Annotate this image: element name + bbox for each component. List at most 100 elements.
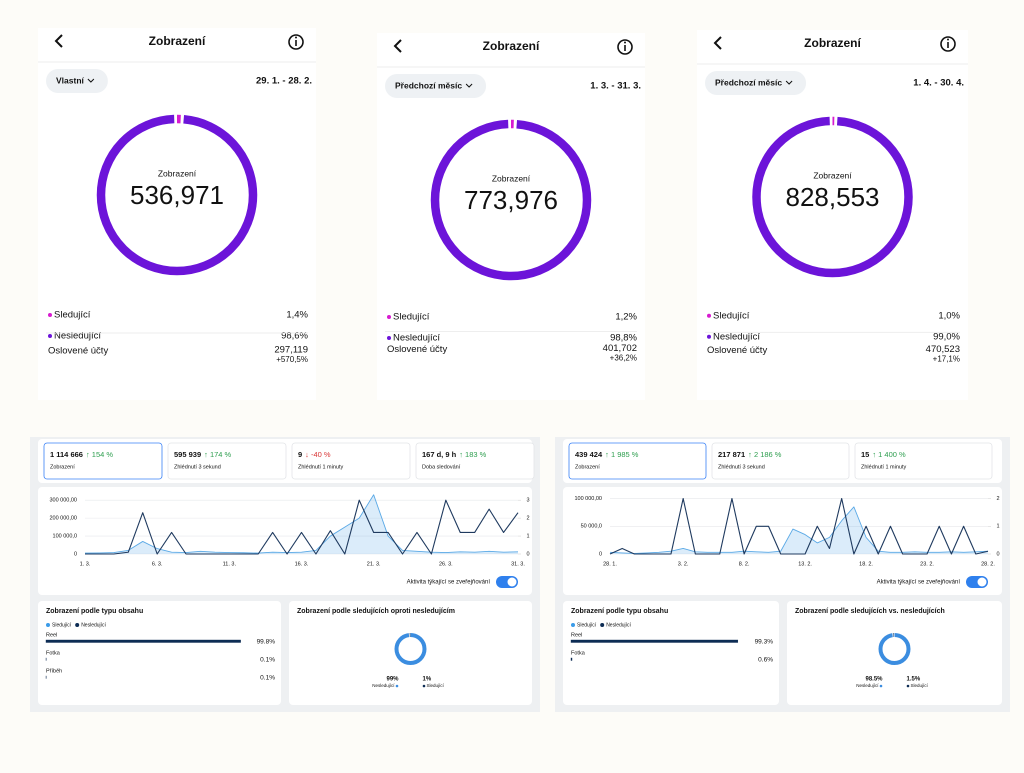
segment-percent: 1.5% [907,677,921,683]
legend-name: Sledující [54,310,91,321]
legend-name: Nesledující [393,333,440,344]
kpi-label: Zhlédnutí 1 minuty [861,464,906,470]
reach-value: 297,119 [274,345,308,356]
row-name: Příběh [46,668,62,674]
content-card [38,601,281,705]
reach-value: 401,702 [603,343,637,354]
kpi-card[interactable] [168,443,286,479]
x-tick-label: 28. 2. [981,561,995,567]
row-percent: 99.3% [755,639,774,646]
legend-name: Sledující [713,310,750,321]
row-name: Reel [571,632,582,638]
legend-name: Nesledující [713,331,760,342]
legend-name: Nesledující [81,622,106,628]
panel-title: Zobrazení [804,36,861,50]
card-title: Zobrazení podle sledujících oproti nesle… [297,608,455,615]
segment-name: Sledující [427,683,445,688]
segment-name: Sledující [911,683,929,688]
segment-percent: 99% [386,677,399,683]
period-label: Předchozí měsíc [395,80,462,90]
donut-label: Zobrazení [492,173,531,183]
kpi-card[interactable] [44,443,162,479]
date-range: 1. 4. - 30. 4. [913,78,964,89]
kpi-value: 1 114 666 [50,450,83,459]
x-tick-label: 8. 2. [739,561,750,567]
donut-total: 773,976 [464,185,558,215]
legend-dot [387,315,391,319]
y2-tick-label: 1 [526,534,529,540]
row-bar [571,640,738,643]
x-tick-label: 6. 3. [152,561,163,567]
y-tick-label: 100 000,0 [53,534,77,540]
donut-label: Zobrazení [158,168,197,178]
row-name: Reel [46,632,57,638]
toggle-label: Aktivita týkající se zveřejňování [407,580,491,586]
legend-dot [707,335,711,339]
segment-percent: 1% [423,677,432,683]
segment-dot [396,685,399,688]
y2-tick-label: 3 [526,498,529,504]
kpi-label: Zhlédnutí 3 sekund [718,464,765,470]
card-title: Zobrazení podle typu obsahu [46,608,143,615]
kpi-card[interactable] [416,443,534,479]
y-tick-label: 50 000,0 [581,524,602,530]
toggle-knob [508,578,517,587]
kpi-value: 15 [861,450,869,459]
x-tick-label: 26. 3. [439,561,453,567]
y-tick-label: 200 000,00 [49,516,77,522]
kpi-change: ↑ 1 985 % [605,450,639,459]
donut-total: 828,553 [786,182,880,212]
card-title: Zobrazení podle typu obsahu [571,608,668,615]
legend-percent: 98,8% [610,333,637,344]
kpi-label: Zobrazení [50,464,75,470]
reach-label: Oslovené účty [707,345,767,356]
follower-card [289,601,532,705]
kpi-value: 9 [298,450,302,459]
reach-label: Oslovené účty [48,346,108,357]
x-tick-label: 11. 3. [223,561,237,567]
kpi-change: ↑ 174 % [204,450,231,459]
row-percent: 0.6% [758,657,773,664]
info-icon-dot [295,37,297,39]
row-name: Fotka [46,650,61,656]
kpi-card[interactable] [569,443,706,479]
segment-dot [907,685,910,688]
legend-percent: 1,4% [286,310,308,321]
reach-change: +17,1% [933,355,960,364]
x-tick-label: 3. 2. [678,561,689,567]
legend-name: Sledující [577,622,597,628]
legend-dot [387,336,391,340]
kpi-change: ↑ 183 % [459,450,486,459]
legend-name: Nesledující [54,331,101,342]
kpi-card[interactable] [855,443,992,479]
legend-percent: 1,0% [938,310,960,321]
reach-value: 470,523 [926,344,960,355]
kpi-value: 167 d, 9 h [422,450,457,459]
kpi-text: 439 424↑ 1 985 % [575,450,639,459]
x-tick-label: 23. 2. [920,561,934,567]
y-tick-label: 0 [74,551,77,557]
kpi-change: ↑ 2 186 % [748,450,782,459]
content-card [563,601,779,705]
row-percent: 0.1% [260,657,275,664]
y2-tick-label: 2 [526,516,529,522]
legend-percent: 1,2% [615,312,637,323]
date-range: 29. 1. - 28. 2. [256,76,312,87]
info-icon-dot [947,39,949,41]
kpi-label: Doba sledování [422,464,461,470]
follower-card [787,601,1002,705]
segment-percent: 98.5% [865,677,883,683]
kpi-value: 595 939 [174,450,201,459]
kpi-label: Zhlédnutí 3 sekund [174,464,221,470]
legend-name: Nesledující [606,622,631,628]
kpi-text: 167 d, 9 h↑ 183 % [422,450,487,459]
kpi-card[interactable] [292,443,410,479]
segment-dot [880,685,883,688]
kpi-card[interactable] [712,443,849,479]
segment-dot [423,685,426,688]
y2-tick-label: 1 [996,524,999,530]
row-percent: 99.8% [257,639,276,646]
info-icon-dot [624,42,626,44]
y-tick-label: 300 000,00 [49,498,77,504]
